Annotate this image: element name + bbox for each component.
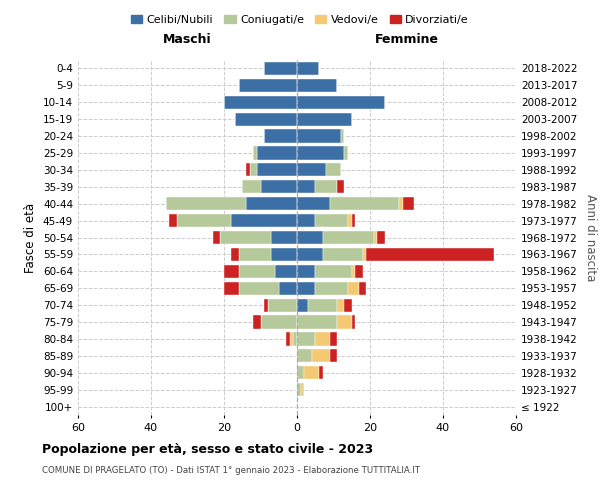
Legend: Celibi/Nubili, Coniugati/e, Vedovi/e, Divorziati/e: Celibi/Nubili, Coniugati/e, Vedovi/e, Di… (127, 10, 473, 29)
Bar (330, 349, 337, 362)
Bar (166, 197, 246, 210)
Bar (253, 316, 260, 328)
Bar (326, 164, 341, 176)
Bar (297, 298, 308, 312)
Bar (301, 383, 304, 396)
Bar (290, 332, 293, 345)
Text: COMUNE DI PRAGELATO (TO) - Dati ISTAT 1° gennaio 2023 - Elaborazione TUTTITALIA.: COMUNE DI PRAGELATO (TO) - Dati ISTAT 1°… (42, 466, 420, 475)
Bar (377, 231, 385, 244)
Bar (352, 264, 355, 278)
Bar (260, 316, 297, 328)
Bar (224, 96, 297, 109)
Bar (297, 197, 330, 210)
Bar (297, 366, 304, 380)
Bar (239, 264, 275, 278)
Bar (257, 146, 297, 160)
Bar (323, 231, 374, 244)
Bar (348, 282, 359, 295)
Bar (308, 298, 337, 312)
Bar (399, 197, 403, 210)
Bar (242, 180, 260, 194)
Bar (304, 366, 319, 380)
Bar (271, 248, 297, 261)
Bar (264, 130, 297, 142)
Bar (297, 180, 315, 194)
Text: Femmine: Femmine (374, 34, 439, 46)
Bar (169, 214, 176, 227)
Bar (224, 282, 239, 295)
Bar (374, 231, 377, 244)
Bar (355, 264, 363, 278)
Bar (352, 316, 355, 328)
Bar (352, 214, 355, 227)
Bar (297, 282, 315, 295)
Bar (297, 264, 315, 278)
Bar (337, 180, 344, 194)
Bar (297, 332, 315, 345)
Bar (297, 214, 315, 227)
Bar (286, 332, 290, 345)
Bar (323, 248, 363, 261)
Bar (297, 349, 311, 362)
Bar (297, 96, 385, 109)
Bar (264, 62, 297, 75)
Bar (297, 79, 337, 92)
Bar (260, 180, 297, 194)
Bar (232, 248, 239, 261)
Bar (246, 197, 297, 210)
Bar (297, 62, 319, 75)
Bar (293, 332, 297, 345)
Bar (337, 298, 344, 312)
Bar (297, 316, 337, 328)
Bar (315, 282, 348, 295)
Bar (176, 214, 232, 227)
Bar (257, 164, 297, 176)
Bar (344, 298, 352, 312)
Bar (239, 79, 297, 92)
Bar (297, 383, 301, 396)
Bar (319, 366, 323, 380)
Bar (239, 248, 271, 261)
Bar (246, 164, 250, 176)
Bar (315, 214, 348, 227)
Bar (337, 316, 352, 328)
Bar (271, 231, 297, 244)
Bar (315, 332, 330, 345)
Bar (268, 298, 297, 312)
Bar (315, 264, 352, 278)
Text: Popolazione per età, sesso e stato civile - 2023: Popolazione per età, sesso e stato civil… (42, 442, 373, 456)
Bar (275, 264, 297, 278)
Bar (403, 197, 414, 210)
Bar (297, 130, 341, 142)
Bar (297, 231, 323, 244)
Bar (213, 231, 220, 244)
Bar (232, 214, 297, 227)
Bar (341, 130, 344, 142)
Bar (297, 164, 326, 176)
Bar (297, 112, 352, 126)
Y-axis label: Fasce di età: Fasce di età (25, 202, 37, 272)
Y-axis label: Anni di nascita: Anni di nascita (584, 194, 597, 281)
Text: Maschi: Maschi (163, 34, 212, 46)
Bar (250, 164, 257, 176)
Bar (297, 248, 323, 261)
Bar (359, 282, 367, 295)
Bar (315, 180, 337, 194)
Bar (344, 146, 348, 160)
Bar (253, 146, 257, 160)
Bar (279, 282, 297, 295)
Bar (297, 146, 344, 160)
Bar (264, 298, 268, 312)
Bar (363, 248, 367, 261)
Bar (330, 332, 337, 345)
Bar (330, 197, 399, 210)
Bar (311, 349, 330, 362)
Bar (235, 112, 297, 126)
Bar (220, 231, 271, 244)
Bar (348, 214, 352, 227)
Bar (239, 282, 279, 295)
Bar (367, 248, 494, 261)
Bar (224, 264, 239, 278)
